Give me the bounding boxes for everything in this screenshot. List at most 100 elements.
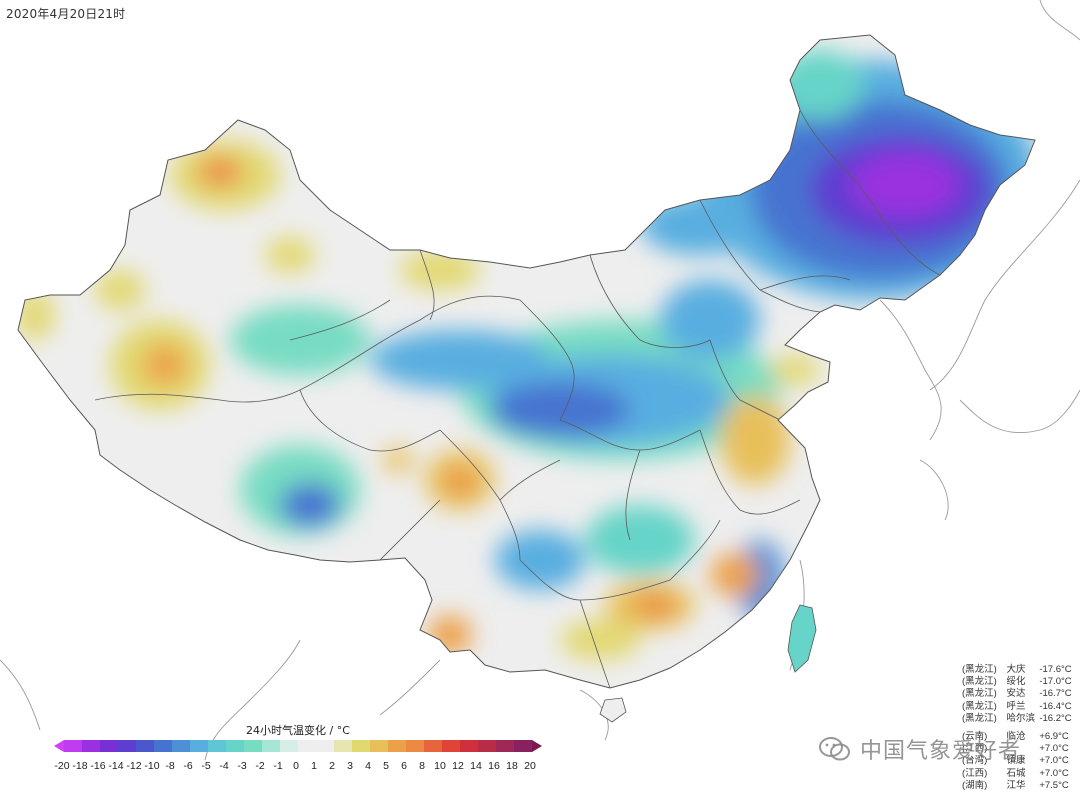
- legend-tick-label: 0: [293, 760, 299, 772]
- station-row: (黑龙江) 绥化 -17.0°C: [962, 676, 1078, 688]
- legend-tick-label: 2: [329, 760, 335, 772]
- legend-ticks: -20 -18 -16 -14 -12 -10 -8 -6 -5 -4 -3 -2 -1 0 1 2 3 4 5 6 8…: [54, 760, 535, 774]
- watermark-text: 中国气象爱好者: [860, 739, 1022, 764]
- province-borders: [94, 109, 941, 688]
- legend-tick-label: -8: [165, 760, 175, 772]
- colorbar-segment: [82, 740, 101, 752]
- colorbar-segment: [496, 740, 515, 752]
- station-province: (江西): [962, 767, 988, 779]
- colorbar-segment: [64, 740, 83, 752]
- colorbar-segment: [262, 740, 281, 752]
- legend-tick-label: 3: [347, 760, 353, 772]
- station-province: (黑龙江): [962, 676, 997, 688]
- station-city: 呼兰: [1006, 700, 1026, 712]
- station-province: (黑龙江): [962, 688, 997, 700]
- colorbar-segment: [388, 740, 407, 752]
- colorbar-segment: [118, 740, 137, 752]
- legend-tick-label: -16: [90, 760, 106, 772]
- legend-tick-label: 18: [506, 760, 518, 772]
- legend-tick-label: -10: [144, 760, 160, 772]
- colorbar-segment: [280, 740, 299, 752]
- station-row: (江西) +7.0°C: [962, 743, 1078, 755]
- colorbar-segment: [226, 740, 245, 752]
- station-row: (黑龙江) 大庆 -17.6°C: [962, 664, 1078, 676]
- station-city: 大庆: [1006, 664, 1026, 675]
- station-province: (江西): [962, 743, 988, 755]
- colorbar-segment: [442, 740, 461, 752]
- colorbar-segment: [370, 740, 389, 752]
- colorbar-segment: [172, 740, 191, 752]
- legend-tick-label: -3: [237, 760, 247, 772]
- islands: [599, 604, 817, 723]
- colorbar-segment: [406, 740, 425, 752]
- station-city: 绥化: [1006, 676, 1026, 688]
- station-value: +7.0°C: [1039, 743, 1069, 755]
- station-value: -16.4°C: [1039, 700, 1072, 712]
- colorbar-segment: [460, 740, 479, 752]
- station-city: 安达: [1006, 688, 1026, 700]
- legend-tick-label: 16: [488, 760, 500, 772]
- colorbar-segment: [316, 740, 335, 752]
- station-row: (黑龙江) 安达 -16.7°C: [962, 688, 1078, 700]
- legend-tick-label: 12: [452, 760, 464, 772]
- station-province: (湖南): [962, 779, 988, 791]
- legend-tick-label: 10: [434, 760, 446, 772]
- colorbar-segment: [478, 740, 497, 752]
- station-city: 临沧: [1006, 731, 1026, 743]
- station-province: (黑龙江): [962, 700, 997, 712]
- station-city: 哈尔滨: [1006, 712, 1035, 724]
- legend-tick-label: 4: [365, 760, 371, 772]
- colorbar-segment: [352, 740, 371, 752]
- station-table: (黑龙江) 大庆 -17.6°C (黑龙江) 绥化 -17.0°C (黑龙江) 安达 -16.7…: [962, 664, 1078, 792]
- colorbar-right-arrow: [532, 740, 542, 752]
- legend-title: 24小时气温变化 / °C: [246, 724, 350, 737]
- legend-tick-label: -4: [219, 760, 229, 772]
- legend-tick-label: 1: [311, 760, 317, 772]
- legend-tick-label: -6: [183, 760, 193, 772]
- legend-tick-label: -2: [255, 760, 265, 772]
- station-row: (江西) 石城 +7.0°C: [962, 768, 1078, 780]
- station-row: (黑龙江) 呼兰 -16.4°C: [962, 701, 1078, 713]
- colorbar-left-arrow: [54, 740, 64, 752]
- station-province: (台湾): [962, 755, 988, 767]
- colorbar-segment: [298, 740, 317, 752]
- station-row: (台湾) 镇康 +7.0°C: [962, 755, 1078, 767]
- station-value: -16.7°C: [1039, 688, 1072, 700]
- china-border: [17, 34, 1036, 689]
- legend-tick-label: -18: [72, 760, 88, 772]
- legend-tick-label: -14: [108, 760, 124, 772]
- temperature-field: [18, 50, 1035, 660]
- station-value: +7.5°C: [1039, 779, 1069, 791]
- legend-tick-label: -20: [54, 760, 70, 772]
- legend-tick-label: -5: [201, 760, 211, 772]
- station-row: (云南) 临沧 +6.9°C: [962, 731, 1078, 743]
- colorbar: [54, 740, 542, 752]
- station-province: (黑龙江): [962, 712, 997, 724]
- station-city: 江华: [1006, 779, 1026, 791]
- station-value: +7.0°C: [1039, 767, 1069, 779]
- colorbar-segment: [100, 740, 119, 752]
- station-province: (黑龙江): [962, 664, 997, 675]
- legend-tick-label: -12: [126, 760, 142, 772]
- colorbar-segment: [334, 740, 353, 752]
- colorbar-segment: [190, 740, 209, 752]
- colorbar-segment: [424, 740, 443, 752]
- legend-tick-label: 8: [419, 760, 425, 772]
- station-row: (湖南) 江华 +7.5°C: [962, 780, 1078, 792]
- legend-tick-label: 5: [383, 760, 389, 772]
- station-row: (黑龙江) 哈尔滨 -16.2°C: [962, 713, 1078, 725]
- legend-tick-label: 14: [470, 760, 482, 772]
- station-city: 石城: [1006, 767, 1026, 779]
- station-city: 镇康: [1006, 755, 1026, 767]
- colorbar-segment: [514, 740, 533, 752]
- watermark: 中国气象爱好者: [818, 733, 1021, 765]
- station-value: -17.6°C: [1039, 664, 1072, 675]
- station-value: -16.2°C: [1039, 712, 1072, 724]
- colorbar-segment: [208, 740, 227, 752]
- station-province: (云南): [962, 731, 988, 743]
- legend-tick-label: 20: [524, 760, 536, 772]
- station-value: -17.0°C: [1039, 676, 1072, 688]
- wechat-icon: [819, 737, 850, 761]
- station-value: +6.9°C: [1039, 731, 1069, 743]
